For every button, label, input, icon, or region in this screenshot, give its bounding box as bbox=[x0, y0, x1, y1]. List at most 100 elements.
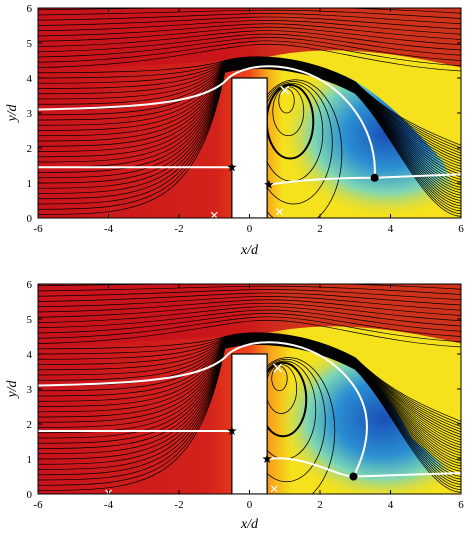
bottom-x-axis-label: x/d bbox=[240, 517, 259, 532]
streamline bbox=[38, 338, 461, 462]
top-x-axis-label: x/d bbox=[240, 243, 259, 258]
streamline bbox=[38, 336, 461, 446]
streamline bbox=[38, 19, 461, 35]
streamline bbox=[38, 340, 461, 469]
streamline bbox=[38, 64, 461, 193]
streamline bbox=[38, 319, 461, 348]
x-tick-label: -2 bbox=[174, 499, 183, 511]
y-tick-label: 2 bbox=[27, 419, 33, 431]
top-panel: -6 -4 -2 0 2 4 6 0 1 2 3 4 5 6 x/d y/d bbox=[5, 3, 464, 258]
streamline bbox=[38, 58, 461, 157]
stagnation-point-marker bbox=[227, 162, 237, 172]
bottom-panel: -6 -4 -2 0 2 4 6 0 1 2 3 4 5 6 x/d y/d bbox=[5, 279, 464, 532]
top-axes: -6 -4 -2 0 2 4 6 0 1 2 3 4 5 6 bbox=[27, 3, 465, 235]
streamline bbox=[38, 40, 461, 67]
top-plot-area bbox=[38, 8, 461, 218]
streamline bbox=[38, 334, 461, 433]
wake-region bbox=[267, 343, 461, 494]
node-point-marker bbox=[270, 485, 278, 493]
dividing-streamline-upper bbox=[38, 341, 368, 477]
y-tick-label: 6 bbox=[27, 279, 33, 291]
streamline bbox=[38, 58, 461, 159]
streamline bbox=[38, 61, 461, 178]
streamline bbox=[38, 335, 461, 438]
streamline bbox=[38, 338, 461, 459]
streamline bbox=[38, 285, 461, 295]
streamline bbox=[38, 62, 461, 183]
streamline bbox=[38, 337, 461, 454]
streamline bbox=[38, 342, 461, 485]
saddle-point-marker bbox=[349, 472, 358, 481]
streamline bbox=[38, 334, 461, 435]
streamline bbox=[38, 26, 461, 46]
streamline bbox=[38, 306, 461, 327]
streamline bbox=[38, 67, 461, 214]
streamline bbox=[38, 60, 461, 172]
node-point-marker bbox=[276, 208, 283, 216]
streamline bbox=[38, 292, 461, 306]
streamline bbox=[38, 302, 461, 322]
x-tick-label: 2 bbox=[317, 223, 323, 235]
streamline bbox=[38, 59, 461, 162]
saddle-point-marker bbox=[370, 173, 379, 182]
y-tick-label: 3 bbox=[27, 108, 33, 120]
y-tick-label: 6 bbox=[27, 3, 33, 15]
y-tick-label: 4 bbox=[27, 349, 33, 361]
streamline bbox=[38, 333, 461, 427]
y-tick-label: 0 bbox=[27, 489, 33, 501]
vortex-core-marker bbox=[273, 363, 283, 373]
y-tick-label: 1 bbox=[27, 454, 33, 466]
y-tick-label: 5 bbox=[27, 38, 33, 50]
streamline bbox=[38, 63, 461, 191]
streamline bbox=[38, 332, 461, 425]
x-tick-label: -4 bbox=[104, 499, 114, 511]
streamline bbox=[38, 309, 461, 332]
y-tick-label: 2 bbox=[27, 143, 33, 155]
bottom-plot-area bbox=[38, 284, 461, 494]
x-tick-label: -6 bbox=[33, 499, 43, 511]
streamline bbox=[38, 62, 461, 186]
streamline bbox=[38, 13, 461, 25]
streamline bbox=[38, 339, 461, 464]
x-tick-label: 6 bbox=[458, 223, 464, 235]
streamline bbox=[38, 337, 461, 451]
streamline bbox=[38, 43, 461, 72]
x-tick-label: 0 bbox=[247, 223, 253, 235]
dividing-streamline-upper bbox=[38, 65, 376, 178]
streamline bbox=[38, 65, 461, 199]
streamline bbox=[38, 59, 461, 167]
streamline bbox=[38, 56, 461, 146]
streamline bbox=[38, 336, 461, 448]
y-tick-label: 5 bbox=[27, 314, 33, 326]
streamline bbox=[38, 57, 461, 154]
streamline bbox=[38, 57, 461, 151]
streamline bbox=[38, 316, 461, 343]
streamline bbox=[38, 37, 461, 61]
streamlines bbox=[38, 284, 461, 493]
stagnation-point-marker bbox=[227, 426, 237, 435]
x-tick-label: 4 bbox=[388, 499, 394, 511]
y-tick-label: 1 bbox=[27, 178, 33, 190]
y-tick-label: 4 bbox=[27, 73, 33, 85]
streamline bbox=[38, 23, 461, 40]
x-tick-label: 4 bbox=[388, 223, 394, 235]
streamline bbox=[38, 332, 461, 422]
streamline bbox=[38, 56, 461, 149]
x-tick-label: 2 bbox=[317, 499, 323, 511]
freestream-region bbox=[38, 8, 461, 71]
x-tick-label: -6 bbox=[33, 223, 43, 235]
x-tick-label: 0 bbox=[247, 499, 253, 511]
streamline bbox=[38, 340, 461, 472]
stagnation-point-marker bbox=[264, 179, 274, 189]
top-y-axis-label: y/d bbox=[5, 103, 20, 123]
streamline bbox=[38, 338, 461, 456]
streamline bbox=[38, 33, 461, 56]
bottom-axes: -6 -4 -2 0 2 4 6 0 1 2 3 4 5 6 bbox=[27, 279, 465, 511]
y-tick-label: 3 bbox=[27, 384, 33, 396]
bottom-y-axis-label: y/d bbox=[5, 379, 20, 399]
obstacle bbox=[231, 77, 268, 218]
x-tick-label: -2 bbox=[174, 223, 183, 235]
streamline bbox=[38, 16, 461, 30]
streamline bbox=[38, 335, 461, 443]
